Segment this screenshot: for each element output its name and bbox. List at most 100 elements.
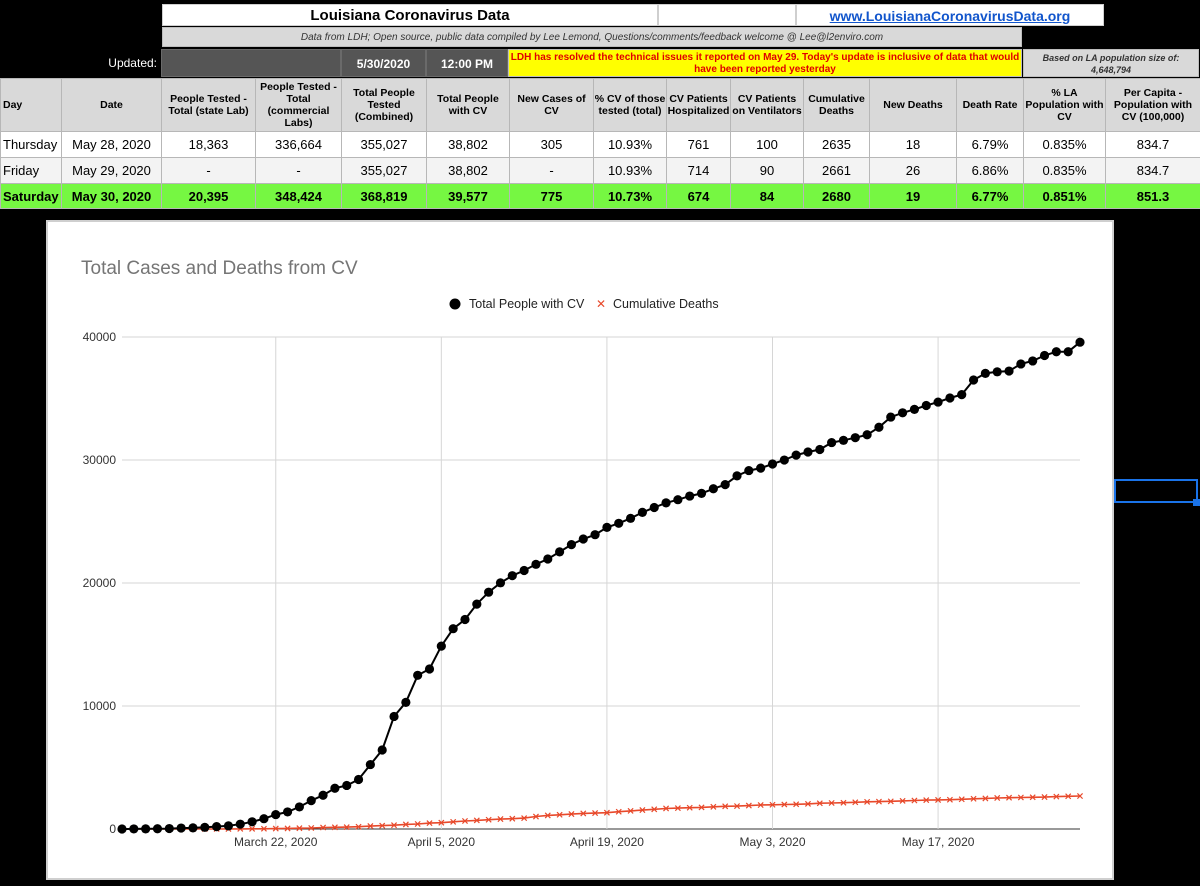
blank-cell-left[interactable] — [0, 4, 161, 26]
header-cell[interactable]: CV Patients Hospitalized — [666, 78, 731, 132]
table-cell[interactable]: 84 — [730, 183, 804, 209]
legend-cases-marker — [449, 298, 461, 310]
header-cell[interactable]: % LA Population with CV — [1023, 78, 1106, 132]
table-cell[interactable]: 355,027 — [341, 157, 427, 184]
header-cell[interactable]: New Cases of CV — [509, 78, 594, 132]
table-cell[interactable]: May 30, 2020 — [61, 183, 162, 209]
table-cell[interactable]: 2680 — [803, 183, 870, 209]
table-cell[interactable]: 368,819 — [341, 183, 427, 209]
cases-point — [282, 807, 293, 817]
table-cell[interactable]: 18,363 — [161, 131, 256, 158]
table-cell[interactable]: - — [255, 157, 342, 184]
deaths-point — [935, 796, 942, 803]
sheet-title[interactable]: Louisiana Coronavirus Data — [162, 4, 658, 26]
cases-point — [874, 422, 884, 432]
table-cell[interactable]: 2661 — [803, 157, 870, 184]
table-cell[interactable]: Saturday — [0, 183, 62, 209]
table-cell[interactable]: 38,802 — [426, 157, 510, 184]
table-cell[interactable]: 2635 — [803, 131, 870, 158]
header-cell[interactable]: Cumulative Deaths — [803, 78, 870, 132]
table-cell[interactable]: 6.86% — [956, 157, 1024, 184]
table-cell[interactable]: May 29, 2020 — [61, 157, 162, 184]
table-cell[interactable]: - — [509, 157, 594, 184]
cases-point — [566, 540, 577, 550]
updated-time[interactable]: 12:00 PM — [426, 49, 508, 77]
deaths-point — [781, 801, 788, 808]
cases-point — [968, 375, 979, 385]
header-cell[interactable]: Date — [61, 78, 162, 132]
table-cell[interactable]: 10.93% — [593, 157, 667, 184]
deaths-point — [355, 823, 362, 830]
population-note[interactable]: Based on LA population size of: 4,648,79… — [1023, 49, 1199, 77]
table-cell[interactable]: 761 — [666, 131, 731, 158]
table-cell[interactable]: Thursday — [0, 131, 62, 158]
deaths-point — [970, 795, 977, 802]
header-cell[interactable]: People Tested - Total (commercial Labs) — [255, 78, 342, 132]
table-cell[interactable]: 18 — [869, 131, 957, 158]
ldh-notice[interactable]: LDH has resolved the technical issues it… — [508, 49, 1022, 77]
table-cell[interactable]: 19 — [869, 183, 957, 209]
updated-blank-cell[interactable] — [161, 49, 341, 77]
header-cell[interactable]: % CV of those tested (total) — [593, 78, 667, 132]
deaths-point — [816, 800, 823, 807]
table-cell[interactable]: 834.7 — [1105, 131, 1200, 158]
table-cell[interactable]: 10.93% — [593, 131, 667, 158]
cases-point — [519, 565, 529, 576]
source-note[interactable]: Data from LDH; Open source, public data … — [162, 27, 1022, 47]
selected-cell-outline[interactable] — [1114, 479, 1198, 503]
table-cell[interactable]: 10.73% — [593, 183, 667, 209]
chart-panel[interactable]: Total Cases and Deaths from CV Total Peo… — [46, 220, 1114, 880]
deaths-point — [603, 809, 610, 816]
deaths-point — [473, 817, 480, 824]
table-cell[interactable]: 775 — [509, 183, 594, 209]
table-cell[interactable]: 90 — [730, 157, 804, 184]
updated-date[interactable]: 5/30/2020 — [341, 49, 426, 77]
header-cell[interactable]: Day — [0, 78, 62, 132]
cases-point — [306, 796, 316, 806]
header-cell[interactable]: Total People with CV — [426, 78, 510, 132]
table-cell[interactable]: 6.79% — [956, 131, 1024, 158]
header-cell[interactable]: Per Capita - Population with CV (100,000… — [1105, 78, 1200, 132]
table-cell[interactable]: 674 — [666, 183, 731, 209]
cases-point — [850, 433, 860, 443]
selection-fill-handle[interactable] — [1193, 499, 1200, 506]
table-cell[interactable]: 0.835% — [1023, 131, 1106, 158]
table-cell[interactable]: 714 — [666, 157, 731, 184]
deaths-point — [698, 804, 705, 811]
table-cell[interactable]: May 28, 2020 — [61, 131, 162, 158]
table-cell[interactable]: 20,395 — [161, 183, 256, 209]
cases-point — [637, 507, 647, 518]
cases-point — [886, 412, 896, 422]
header-cell[interactable]: People Tested - Total (state Lab) — [161, 78, 256, 132]
table-cell[interactable]: - — [161, 157, 256, 184]
table-cell[interactable]: 305 — [509, 131, 594, 158]
table-cell[interactable]: 348,424 — [255, 183, 342, 209]
table-cell[interactable]: 0.851% — [1023, 183, 1106, 209]
cases-point — [1028, 356, 1038, 366]
table-cell[interactable]: 38,802 — [426, 131, 510, 158]
blank-cell-mid[interactable] — [658, 4, 796, 26]
table-cell[interactable]: 6.77% — [956, 183, 1024, 209]
deaths-point — [367, 823, 374, 830]
table-cell[interactable]: Friday — [0, 157, 62, 184]
site-url-cell[interactable]: www.LouisianaCoronavirusData.org — [796, 4, 1104, 26]
table-cell[interactable]: 355,027 — [341, 131, 427, 158]
header-cell[interactable]: Death Rate — [956, 78, 1024, 132]
header-cell[interactable]: CV Patients on Ventilators — [730, 78, 804, 132]
table-cell[interactable]: 336,664 — [255, 131, 342, 158]
deaths-point — [793, 801, 800, 808]
table-cell[interactable]: 834.7 — [1105, 157, 1200, 184]
table-cell[interactable]: 39,577 — [426, 183, 510, 209]
deaths-point — [260, 825, 267, 832]
table-cell[interactable]: 0.835% — [1023, 157, 1106, 184]
header-cell[interactable]: Total People Tested (Combined) — [341, 78, 427, 132]
deaths-point — [485, 816, 492, 823]
table-cell[interactable]: 100 — [730, 131, 804, 158]
updated-label[interactable]: Updated: — [108, 56, 157, 70]
chart-legend[interactable]: Total People with CV ✕ Cumulative Deaths — [449, 297, 719, 311]
table-cell[interactable]: 851.3 — [1105, 183, 1200, 209]
header-cell[interactable]: New Deaths — [869, 78, 957, 132]
table-cell[interactable]: 26 — [869, 157, 957, 184]
deaths-point — [532, 813, 539, 820]
site-url-link[interactable]: www.LouisianaCoronavirusData.org — [829, 8, 1071, 24]
